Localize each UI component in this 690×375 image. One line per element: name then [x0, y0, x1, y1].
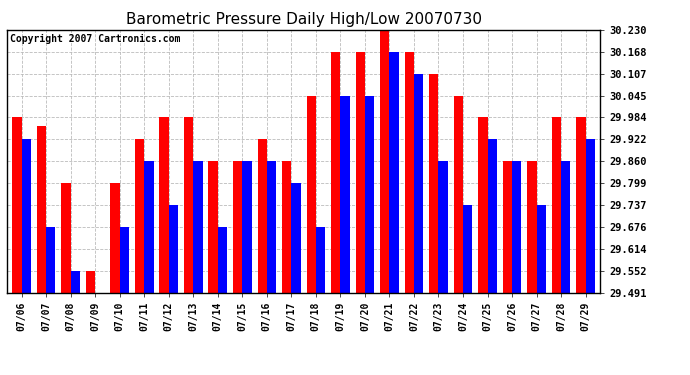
Bar: [404, 52, 414, 292]
Bar: [380, 30, 389, 292]
Bar: [340, 96, 350, 292]
Bar: [438, 161, 448, 292]
Bar: [291, 183, 301, 292]
Bar: [119, 227, 129, 292]
Bar: [389, 52, 399, 292]
Bar: [144, 161, 154, 292]
Bar: [86, 271, 95, 292]
Bar: [586, 140, 595, 292]
Bar: [306, 96, 316, 292]
Bar: [576, 117, 586, 292]
Bar: [503, 161, 512, 292]
Bar: [478, 117, 488, 292]
Bar: [70, 271, 80, 292]
Bar: [159, 117, 169, 292]
Bar: [527, 161, 537, 292]
Bar: [184, 117, 193, 292]
Bar: [21, 140, 31, 292]
Bar: [37, 126, 46, 292]
Bar: [233, 161, 242, 292]
Bar: [512, 161, 522, 292]
Bar: [429, 74, 438, 292]
Bar: [561, 161, 571, 292]
Bar: [537, 205, 546, 292]
Text: Copyright 2007 Cartronics.com: Copyright 2007 Cartronics.com: [10, 34, 180, 44]
Bar: [169, 205, 178, 292]
Bar: [257, 140, 267, 292]
Bar: [208, 161, 218, 292]
Bar: [242, 161, 252, 292]
Bar: [365, 96, 374, 292]
Title: Barometric Pressure Daily High/Low 20070730: Barometric Pressure Daily High/Low 20070…: [126, 12, 482, 27]
Bar: [463, 205, 472, 292]
Bar: [110, 183, 119, 292]
Bar: [331, 52, 340, 292]
Bar: [46, 227, 55, 292]
Bar: [267, 161, 276, 292]
Bar: [282, 161, 291, 292]
Bar: [61, 183, 70, 292]
Bar: [355, 52, 365, 292]
Bar: [316, 227, 325, 292]
Bar: [193, 161, 203, 292]
Bar: [552, 117, 561, 292]
Bar: [218, 227, 227, 292]
Bar: [488, 140, 497, 292]
Bar: [414, 74, 423, 292]
Bar: [135, 140, 144, 292]
Bar: [453, 96, 463, 292]
Bar: [12, 117, 21, 292]
